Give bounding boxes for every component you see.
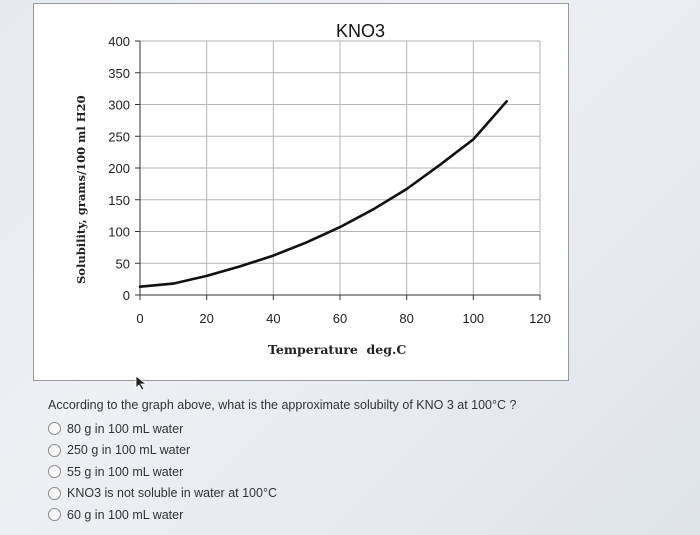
option-label: 250 g in 100 mL water — [67, 443, 191, 458]
option-2[interactable]: 250 g in 100 mL water — [48, 440, 688, 462]
radio-button[interactable] — [48, 486, 61, 500]
question-block: According to the graph above, what is th… — [48, 398, 688, 526]
radio-button[interactable] — [48, 465, 61, 479]
option-label: 55 g in 100 mL water — [67, 464, 184, 479]
y-tick-label: 200 — [108, 161, 130, 176]
mouse-cursor-icon — [135, 375, 148, 391]
option-3[interactable]: 55 g in 100 mL water — [48, 461, 688, 483]
x-tick-label: 80 — [399, 311, 413, 326]
option-4[interactable]: KNO3 is not soluble in water at 100°C — [48, 483, 688, 505]
series — [138, 100, 509, 289]
option-label: 60 g in 100 mL water — [67, 507, 184, 522]
x-axis-label: Temperature deg.C — [268, 342, 406, 357]
y-tick-label: 0 — [123, 288, 130, 303]
grid — [140, 40, 541, 295]
y-axis-label: Solubility, grams/100 ml H20 — [74, 95, 88, 284]
x-tick-label: 20 — [199, 311, 213, 326]
x-tick-label: 120 — [529, 311, 551, 326]
y-tick-label: 150 — [108, 193, 130, 208]
chart-panel: 0 50 100 150 200 250 300 350 400 0 20 40 60 80 100 120 … — [33, 3, 569, 381]
y-tick-label: 350 — [108, 66, 130, 81]
x-tick-label: 0 — [136, 311, 143, 326]
x-tick-label: 60 — [333, 311, 347, 326]
chart-title: KNO3 — [336, 21, 385, 41]
y-tick-label: 400 — [108, 34, 130, 49]
option-5[interactable]: 60 g in 100 mL water — [48, 504, 688, 526]
radio-button[interactable] — [48, 443, 61, 457]
option-label: 80 g in 100 mL water — [67, 421, 184, 436]
series-line — [138, 100, 509, 289]
x-tick-label: 40 — [266, 311, 280, 326]
radio-button[interactable] — [48, 508, 61, 522]
y-tick-label: 100 — [108, 225, 130, 240]
option-1[interactable]: 80 g in 100 mL water — [48, 418, 688, 440]
radio-button[interactable] — [48, 422, 61, 436]
tick-labels: 0 50 100 150 200 250 300 350 400 0 20 40 60 80 100 120 — [108, 34, 551, 326]
question-text: According to the graph above, what is th… — [48, 398, 517, 412]
axes — [135, 40, 541, 300]
option-label: KNO3 is not soluble in water at 100°C — [67, 486, 277, 501]
y-tick-label: 50 — [116, 256, 130, 271]
x-tick-label: 100 — [462, 311, 484, 326]
y-tick-label: 250 — [108, 129, 130, 144]
y-tick-label: 300 — [108, 98, 130, 113]
